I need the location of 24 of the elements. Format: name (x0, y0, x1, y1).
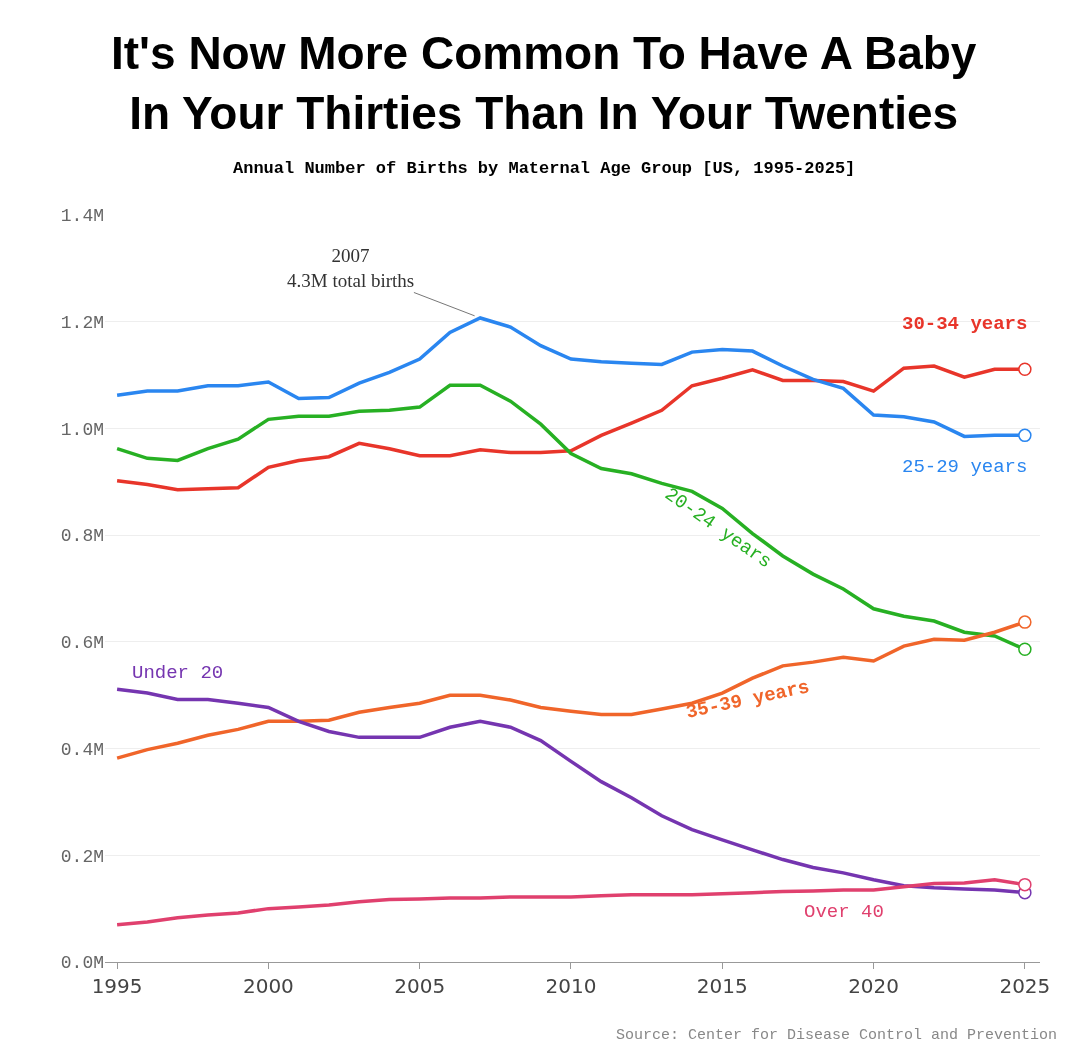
series-label: 25-29 years (902, 456, 1028, 478)
series-label: 30-34 years (902, 313, 1028, 335)
x-tick-label: 2025 (999, 974, 1051, 998)
y-tick-label: 0.2M (60, 846, 104, 867)
x-tick-label: 1995 (91, 974, 143, 998)
y-tick-label: 1.0M (60, 419, 104, 440)
y-tick-label: 1.2M (60, 313, 104, 334)
y-tick-label: 0.6M (60, 633, 104, 654)
x-tick-label: 2020 (848, 974, 900, 998)
series-label: Over 40 (804, 901, 884, 923)
y-tick-label: 0.8M (60, 526, 104, 547)
y-tick-label: 1.4M (60, 206, 104, 227)
y-tick-label: 0.0M (60, 953, 104, 974)
x-tick-label: 2000 (242, 974, 294, 998)
x-tick-label: 2005 (394, 974, 446, 998)
x-tick-label: 2015 (696, 974, 748, 998)
text: 35-39 years (684, 676, 812, 724)
y-tick-label: 0.4M (60, 739, 104, 760)
annotation: 2007 4.3M total births (287, 245, 415, 291)
series-label: Under 20 (132, 662, 224, 684)
chart-title: It's Now More Common To Have A Baby In Your Thirties Than In Your Twenties (111, 27, 977, 139)
chart-subtitle: Annual Number of Births by Maternal Age Group [US, 1995-2025] (233, 159, 856, 178)
source-note: Source: Center for Disease Control and Prevention (616, 1027, 1058, 1044)
x-tick-label: 2010 (545, 974, 597, 998)
